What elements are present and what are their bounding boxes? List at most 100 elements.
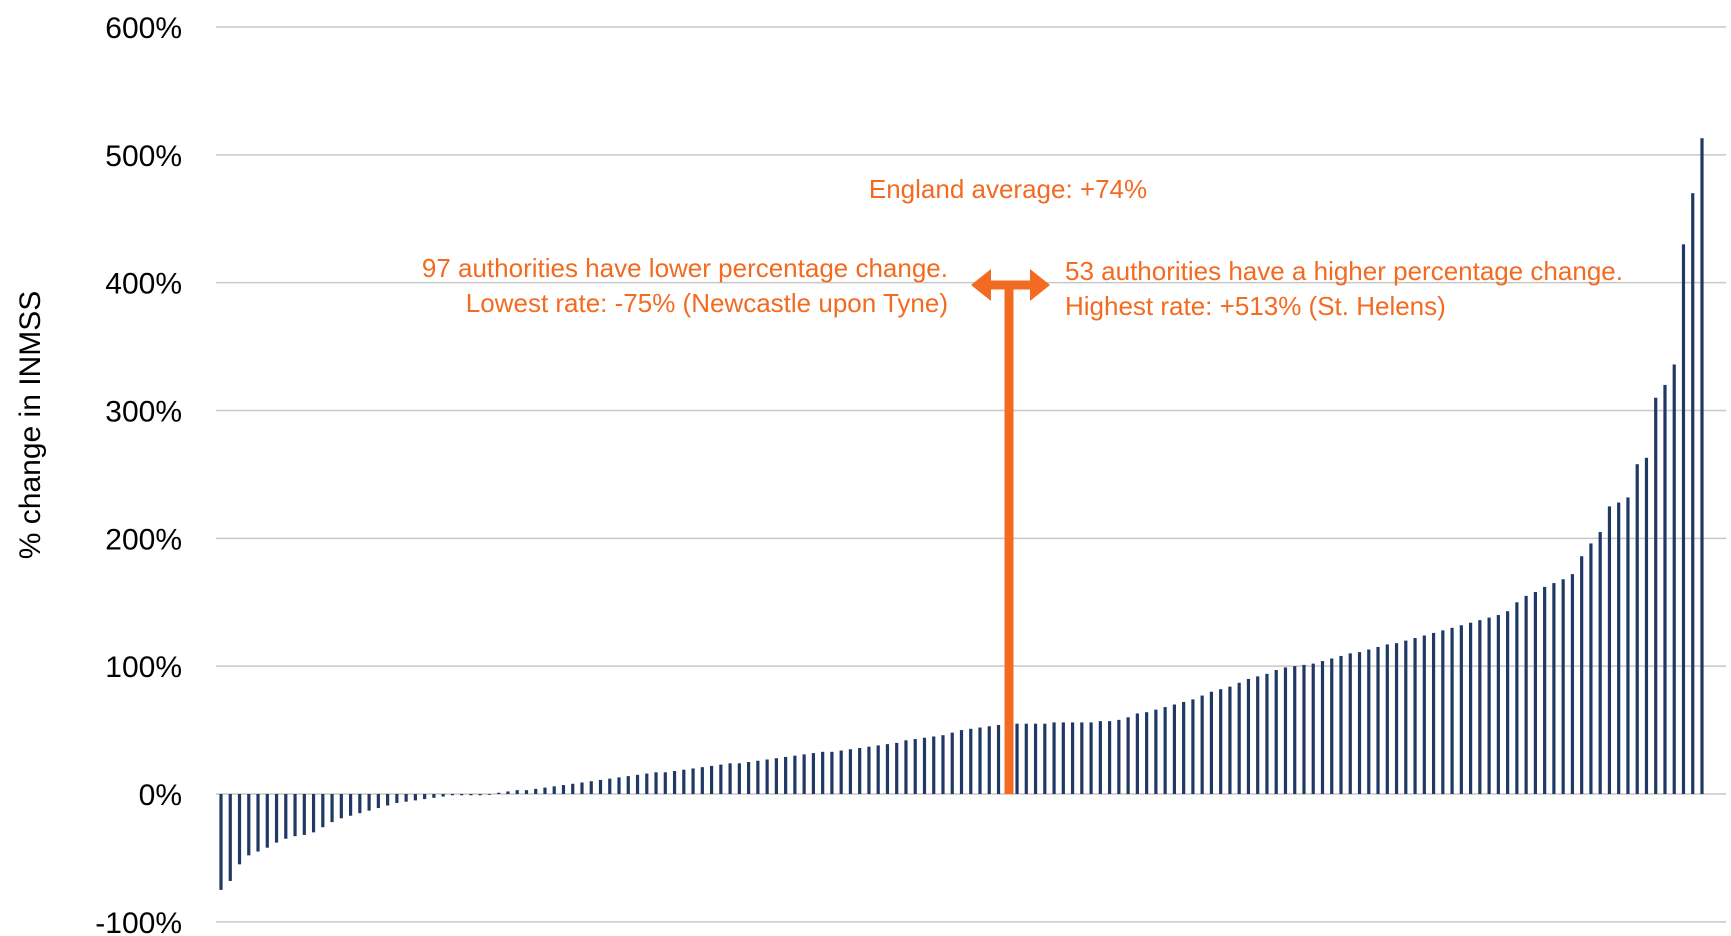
bar (487, 794, 492, 795)
bar (367, 794, 371, 811)
bar (302, 794, 306, 835)
y-tick-label: -100% (95, 907, 182, 936)
bar (1644, 457, 1649, 794)
bar (1672, 364, 1676, 794)
bar (497, 792, 501, 794)
bar (1126, 717, 1130, 794)
bar (1589, 543, 1593, 794)
bar (709, 765, 714, 794)
bar (682, 769, 686, 794)
bar (784, 756, 788, 794)
bar (358, 794, 362, 814)
bar (1339, 655, 1343, 794)
bar (1209, 691, 1214, 794)
average-arrow-right-head (1030, 269, 1050, 301)
y-axis-label: % change in INMSS (14, 291, 47, 559)
bar (858, 747, 862, 794)
bar (1404, 640, 1408, 794)
bar (524, 790, 529, 794)
bar (1533, 592, 1537, 794)
bar (1570, 574, 1575, 794)
bar (802, 754, 806, 794)
bar (1135, 713, 1139, 794)
bar (1246, 678, 1251, 794)
bar (1496, 615, 1500, 794)
bar (506, 791, 510, 794)
y-tick-label: 100% (105, 651, 182, 684)
bar (1598, 531, 1602, 794)
bar (876, 745, 880, 794)
bar (1441, 630, 1445, 794)
bar (561, 785, 566, 794)
lowest-rate-annotation: Lowest rate: -75% (Newcastle upon Tyne) (466, 288, 948, 318)
bar (376, 794, 380, 809)
bar (950, 732, 954, 794)
bar (1024, 723, 1028, 794)
bar (913, 739, 917, 794)
bar (1561, 579, 1565, 794)
bar (1700, 138, 1704, 795)
bar (1098, 721, 1102, 794)
bar (598, 779, 603, 794)
bar (663, 772, 667, 794)
bar (1015, 723, 1019, 794)
bar (1459, 625, 1463, 794)
lower-count-annotation: 97 authorities have lower percentage cha… (422, 253, 948, 283)
bar (330, 794, 334, 823)
y-tick-label: 300% (105, 396, 182, 429)
bar (580, 782, 584, 794)
bar (626, 776, 630, 794)
bar (848, 749, 853, 794)
bar (1543, 586, 1547, 794)
bar (1108, 721, 1112, 794)
bar (478, 794, 482, 796)
bar (1293, 666, 1297, 794)
bar (895, 742, 899, 794)
bar (1163, 707, 1167, 794)
bar (719, 764, 723, 794)
gridlines (216, 26, 1726, 923)
bar (830, 751, 834, 794)
bar (1394, 643, 1399, 794)
bar (589, 781, 593, 794)
bar (1663, 384, 1667, 794)
bar (1413, 638, 1417, 794)
bar (1052, 722, 1056, 794)
bar (293, 794, 297, 837)
bar (617, 777, 621, 794)
y-tick-label: 500% (105, 140, 182, 173)
bar (821, 751, 825, 794)
bar (321, 794, 325, 828)
bar (552, 786, 556, 794)
bar (904, 740, 908, 794)
bar (571, 783, 575, 794)
bar (1182, 701, 1186, 794)
bar (1478, 620, 1482, 794)
bar (1061, 722, 1065, 794)
bar (1654, 397, 1658, 794)
bar (1617, 502, 1621, 794)
average-label: England average: +74% (869, 174, 1147, 204)
bar (756, 760, 760, 794)
bar (1200, 695, 1204, 794)
bar (534, 788, 538, 794)
bar (228, 794, 232, 881)
bar (1524, 595, 1528, 794)
bar (460, 794, 464, 796)
bar (645, 773, 649, 794)
bar (700, 767, 704, 794)
bar (404, 794, 408, 802)
bar (515, 790, 519, 794)
bar (1635, 464, 1639, 794)
bar (1172, 704, 1176, 794)
bar (311, 794, 316, 833)
bar (469, 794, 473, 796)
y-tick-label: 400% (105, 268, 182, 301)
bar (811, 753, 815, 794)
bar (1080, 722, 1084, 794)
bar (265, 794, 269, 848)
bar (1681, 244, 1686, 794)
bar (1228, 686, 1232, 794)
bar (1191, 699, 1195, 794)
